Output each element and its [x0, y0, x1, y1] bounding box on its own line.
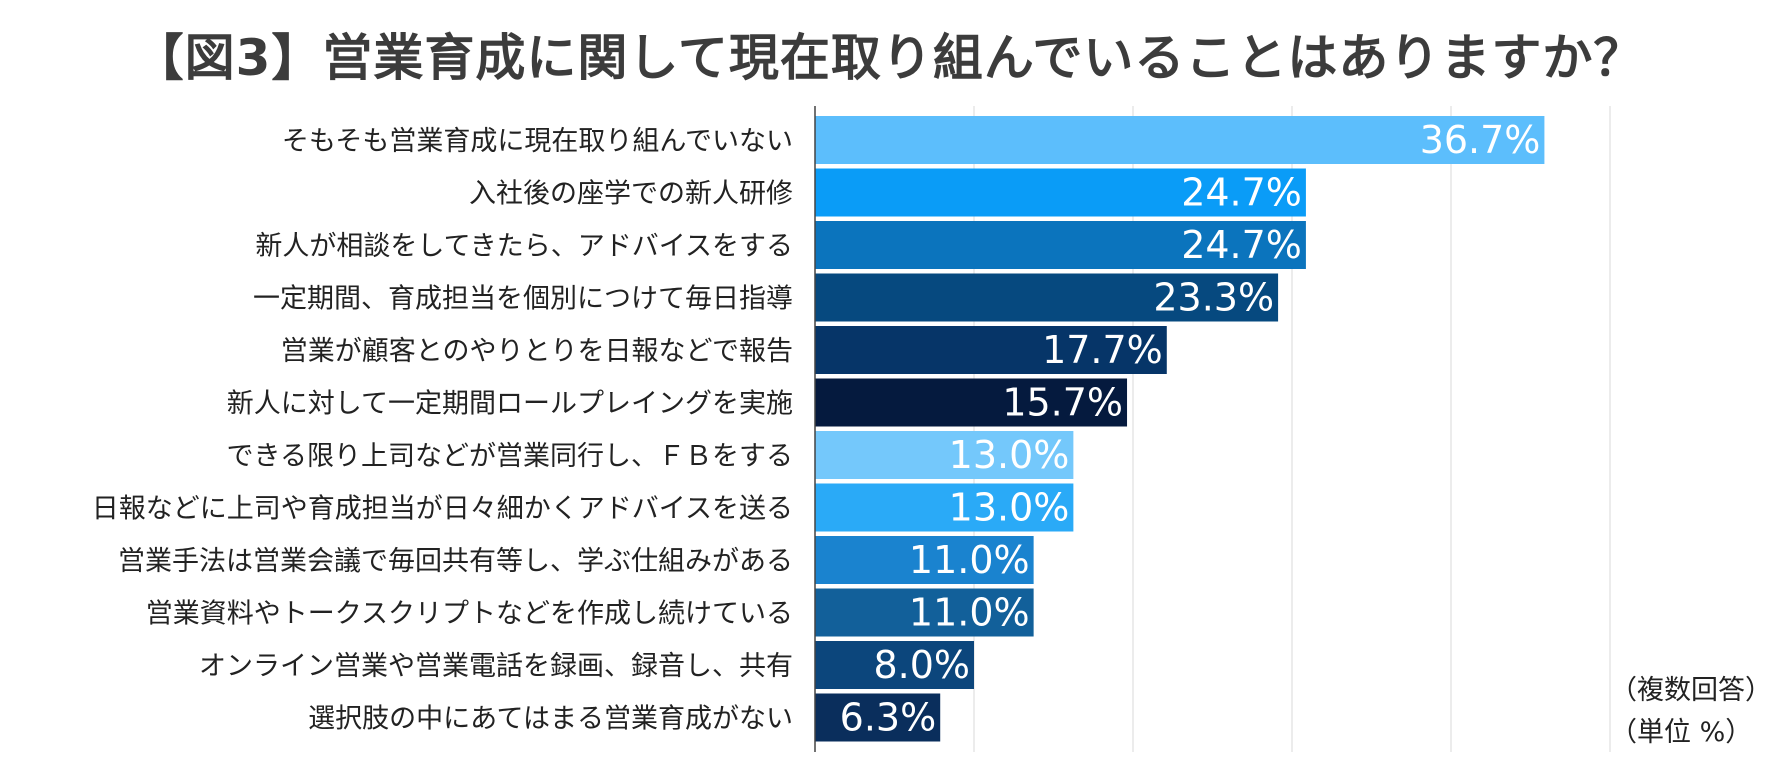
bar — [815, 221, 1306, 269]
bar — [815, 693, 941, 742]
bar — [815, 378, 1128, 427]
bar-value-label: 24.7% — [1181, 171, 1302, 215]
bar — [815, 168, 1306, 217]
category-label: 営業資料やトークスクリプトなどを作成し続けている — [146, 599, 793, 630]
bar-value-label: 23.3% — [1153, 276, 1274, 320]
note-multiple-answers: （複数回答） — [1610, 675, 1772, 706]
category-label: できる限り上司などが営業同行し、ＦＢをする — [227, 441, 793, 472]
bar-layer — [815, 116, 1545, 742]
category-label: 入社後の座学での新人研修 — [469, 179, 793, 210]
bar — [815, 641, 974, 689]
bar-value-label: 11.0% — [909, 591, 1030, 635]
category-label: オンライン営業や営業電話を録画、録音し、共有 — [199, 651, 793, 682]
category-label: 新人が相談をしてきたら、アドバイスをする — [255, 231, 793, 262]
bar — [815, 326, 1167, 374]
chart-title: 【図3】営業育成に関して現在取り組んでいることはありますか？ — [133, 29, 1645, 87]
note-unit: （単位 %） — [1610, 717, 1753, 748]
bar-value-label: 13.0% — [949, 433, 1070, 477]
bar — [815, 116, 1545, 164]
bar-value-label: 36.7% — [1420, 118, 1541, 162]
bar-value-label: 15.7% — [1002, 381, 1123, 425]
bar — [815, 536, 1034, 584]
category-label: 営業手法は営業会議で毎回共有等し、学ぶ仕組みがある — [118, 546, 793, 577]
bar-value-label: 11.0% — [909, 538, 1030, 582]
category-label: 新人に対して一定期間ロールプレイングを実施 — [227, 389, 793, 420]
category-label: 日報などに上司や育成担当が日々細かくアドバイスを送る — [92, 494, 793, 525]
category-label: そもそも営業育成に現在取り組んでいない — [282, 126, 793, 157]
bar-value-label: 6.3% — [840, 696, 937, 740]
bar — [815, 588, 1034, 637]
label-layer: 36.7% そもそも営業育成に現在取り組んでいない 24.7% 入社後の座学での新人研… — [92, 106, 1541, 752]
category-label: 営業が顧客とのやりとりを日報などで報告 — [281, 336, 793, 367]
bar-value-label: 13.0% — [949, 486, 1070, 530]
bar — [815, 431, 1074, 479]
bar-value-label: 8.0% — [873, 643, 970, 687]
category-label: 一定期間、育成担当を個別につけて毎日指導 — [253, 284, 793, 315]
bar — [815, 273, 1279, 322]
bar-value-label: 17.7% — [1042, 328, 1163, 372]
category-label: 選択肢の中にあてはまる営業育成がない — [308, 704, 793, 735]
bar-value-label: 24.7% — [1181, 223, 1302, 267]
bar — [815, 483, 1074, 532]
